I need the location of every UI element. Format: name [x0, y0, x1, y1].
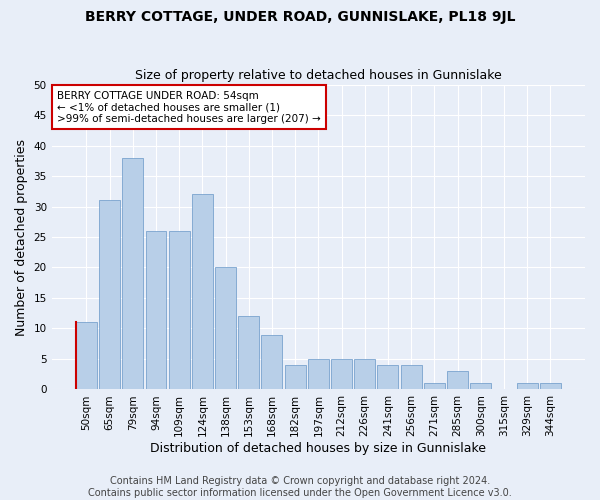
Bar: [354, 359, 375, 390]
X-axis label: Distribution of detached houses by size in Gunnislake: Distribution of detached houses by size …: [151, 442, 487, 455]
Bar: [447, 371, 468, 390]
Bar: [122, 158, 143, 390]
Bar: [146, 231, 166, 390]
Bar: [470, 384, 491, 390]
Bar: [262, 334, 283, 390]
Y-axis label: Number of detached properties: Number of detached properties: [15, 138, 28, 336]
Bar: [99, 200, 120, 390]
Title: Size of property relative to detached houses in Gunnislake: Size of property relative to detached ho…: [135, 69, 502, 82]
Bar: [192, 194, 213, 390]
Bar: [424, 384, 445, 390]
Bar: [331, 359, 352, 390]
Bar: [308, 359, 329, 390]
Bar: [401, 365, 422, 390]
Bar: [540, 384, 561, 390]
Bar: [238, 316, 259, 390]
Text: BERRY COTTAGE UNDER ROAD: 54sqm
← <1% of detached houses are smaller (1)
>99% of: BERRY COTTAGE UNDER ROAD: 54sqm ← <1% of…: [57, 90, 321, 124]
Bar: [215, 268, 236, 390]
Bar: [76, 322, 97, 390]
Bar: [169, 231, 190, 390]
Text: BERRY COTTAGE, UNDER ROAD, GUNNISLAKE, PL18 9JL: BERRY COTTAGE, UNDER ROAD, GUNNISLAKE, P…: [85, 10, 515, 24]
Bar: [377, 365, 398, 390]
Bar: [517, 384, 538, 390]
Bar: [284, 365, 305, 390]
Text: Contains HM Land Registry data © Crown copyright and database right 2024.
Contai: Contains HM Land Registry data © Crown c…: [88, 476, 512, 498]
